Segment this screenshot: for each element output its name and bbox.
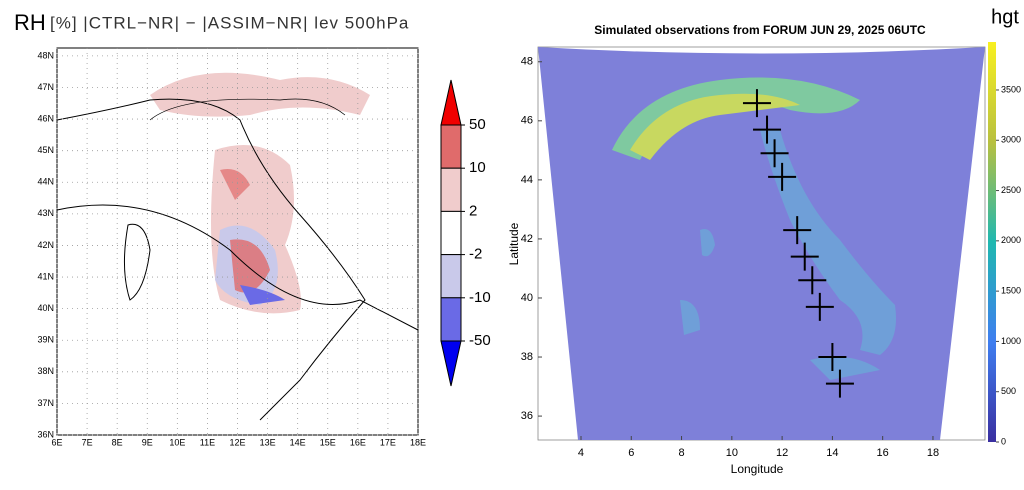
y-tick-label: 36 [521, 410, 533, 422]
colorbar-band [440, 254, 462, 299]
x-tick-label: 16 [877, 447, 889, 459]
colorbar-band [440, 167, 462, 212]
colorbar [988, 42, 996, 442]
x-tick-label: 14 [826, 447, 838, 459]
islands [680, 229, 880, 380]
y-tick-label: 38 [521, 351, 533, 363]
colorbar-tick-label: 1500 [1001, 286, 1021, 296]
x-tick-label: 9E [142, 437, 153, 447]
y-tick-label: 39N [37, 335, 54, 345]
y-tick-label: 41N [37, 271, 54, 281]
colorbar-band [440, 297, 462, 342]
x-tick-label: 10E [169, 437, 185, 447]
x-tick-label: 6E [51, 437, 62, 447]
colorbar-tick-label: -50 [469, 332, 491, 349]
left-title: RH [14, 10, 46, 35]
alps [612, 77, 860, 160]
observation-marker [760, 139, 789, 168]
x-tick-label: 11E [200, 437, 215, 447]
y-axis-label: Latitude [507, 222, 521, 265]
x-tick-label: 18E [410, 437, 426, 447]
observation-marker [825, 369, 854, 398]
colorbar-tick-label: 2000 [1001, 235, 1021, 245]
y-tick-label: 42N [37, 240, 54, 250]
colorbar-tick-label: 2 [469, 202, 477, 219]
y-tick-label: 46N [37, 113, 54, 123]
y-tick-label: 47N [37, 82, 54, 92]
y-tick-label: 38N [37, 366, 54, 376]
observation-marker [742, 89, 771, 118]
y-tick-label: 44 [521, 174, 533, 186]
left-map [56, 47, 419, 436]
colorbar-tick-label: 1000 [1001, 336, 1021, 346]
x-tick-label: 4 [578, 447, 584, 459]
y-tick-label: 44N [37, 177, 54, 187]
y-tick-label: 43N [37, 208, 54, 218]
y-tick-label: 36N [37, 429, 54, 439]
y-tick-label: 45N [37, 145, 54, 155]
colorbar-band [440, 210, 462, 256]
observation-marker [783, 216, 812, 245]
y-tick-label: 46 [521, 115, 533, 127]
x-tick-label: 8 [678, 447, 684, 459]
observation-marker [798, 266, 827, 295]
colorbar-tick-label: 2500 [1001, 185, 1021, 195]
x-tick-label: 14E [290, 437, 306, 447]
colorbar-tick-label: 3500 [1001, 84, 1021, 94]
x-tick-label: 16E [350, 437, 366, 447]
x-tick-label: 13E [260, 437, 276, 447]
colorbar-tick-label: -10 [469, 289, 491, 306]
observation-marker [818, 343, 847, 372]
colorbar-tick-label: 0 [1001, 436, 1006, 446]
italy [760, 130, 896, 355]
y-tick-label: 48N [37, 50, 54, 60]
x-tick-label: 12E [229, 437, 245, 447]
x-tick-label: 12 [776, 447, 788, 459]
x-axis-label: Longitude [731, 462, 784, 476]
x-tick-label: 15E [320, 437, 336, 447]
observation-marker [753, 115, 782, 144]
y-tick-label: 37N [37, 398, 54, 408]
x-tick-label: 7E [82, 437, 93, 447]
right-title: Simulated observations from FORUM JUN 29… [594, 23, 926, 37]
x-tick-label: 6 [628, 447, 634, 459]
observation-marker [790, 242, 819, 271]
x-tick-label: 18 [927, 447, 939, 459]
colorbar-tick-label: -2 [469, 246, 482, 263]
left-subtitle: [%] |CTRL−NR| − |ASSIM−NR| lev 500hPa [50, 13, 409, 32]
observation-marker [805, 292, 834, 321]
colorbar-tick-label: 50 [469, 116, 486, 133]
colorbar-tick-label: 500 [1001, 386, 1016, 396]
colorbar-label: hgt [991, 6, 1019, 28]
colorbar-triangle [440, 340, 462, 387]
y-tick-label: 48 [521, 56, 533, 68]
y-tick-label: 40N [37, 303, 54, 313]
observation-marker [768, 162, 797, 191]
y-tick-label: 42 [521, 233, 533, 245]
x-tick-label: 8E [112, 437, 123, 447]
x-tick-label: 17E [380, 437, 396, 447]
colorbar-tick-label: 10 [469, 159, 486, 176]
y-tick-label: 40 [521, 292, 533, 304]
colorbar-band [440, 124, 462, 169]
x-tick-label: 10 [726, 447, 738, 459]
colorbar-triangle [440, 79, 462, 126]
colorbar-tick-label: 3000 [1001, 135, 1021, 145]
